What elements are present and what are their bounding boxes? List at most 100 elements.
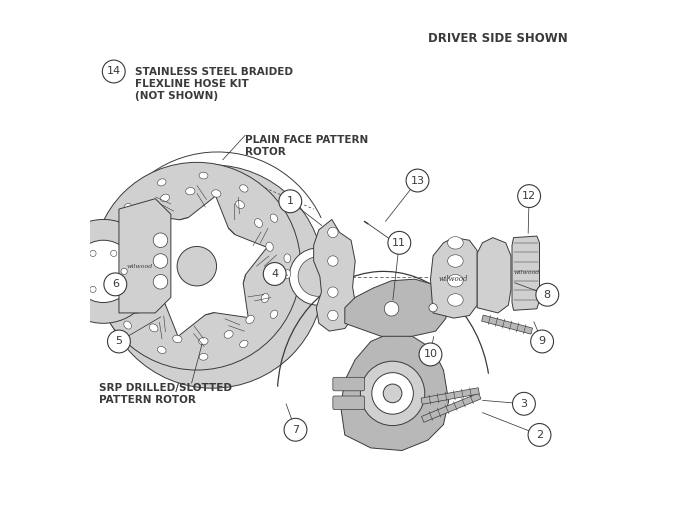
Circle shape bbox=[153, 254, 168, 268]
Text: 14: 14 bbox=[106, 66, 121, 77]
Ellipse shape bbox=[105, 241, 112, 250]
Circle shape bbox=[108, 330, 130, 353]
Text: 3: 3 bbox=[520, 399, 527, 409]
Circle shape bbox=[372, 373, 413, 414]
Circle shape bbox=[384, 302, 399, 316]
Circle shape bbox=[328, 310, 338, 321]
Circle shape bbox=[284, 418, 307, 441]
Ellipse shape bbox=[447, 275, 463, 287]
Polygon shape bbox=[119, 199, 171, 313]
Circle shape bbox=[111, 250, 117, 256]
Circle shape bbox=[90, 286, 96, 292]
Circle shape bbox=[101, 165, 324, 388]
Text: 6: 6 bbox=[112, 279, 119, 289]
Circle shape bbox=[419, 343, 442, 366]
Ellipse shape bbox=[447, 236, 463, 249]
Ellipse shape bbox=[447, 255, 463, 267]
Circle shape bbox=[279, 190, 302, 212]
Ellipse shape bbox=[266, 242, 273, 251]
Text: 2: 2 bbox=[536, 430, 543, 440]
Text: 1: 1 bbox=[287, 196, 294, 206]
Ellipse shape bbox=[224, 330, 233, 338]
Ellipse shape bbox=[158, 347, 166, 353]
Polygon shape bbox=[482, 315, 533, 334]
FancyBboxPatch shape bbox=[333, 396, 365, 409]
Ellipse shape bbox=[120, 281, 128, 290]
Ellipse shape bbox=[139, 209, 148, 217]
Polygon shape bbox=[430, 238, 477, 318]
Circle shape bbox=[528, 423, 551, 446]
Ellipse shape bbox=[160, 194, 169, 202]
Text: wilwood: wilwood bbox=[439, 275, 468, 283]
Text: SRP DRILLED/SLOTTED
PATTERN ROTOR: SRP DRILLED/SLOTTED PATTERN ROTOR bbox=[99, 383, 232, 405]
Ellipse shape bbox=[270, 310, 278, 318]
Circle shape bbox=[104, 273, 127, 296]
Ellipse shape bbox=[118, 255, 125, 264]
Text: 13: 13 bbox=[410, 175, 424, 185]
Text: 9: 9 bbox=[538, 337, 546, 347]
Ellipse shape bbox=[149, 324, 158, 332]
Text: DRIVER SIDE SHOWN: DRIVER SIDE SHOWN bbox=[428, 31, 568, 44]
Ellipse shape bbox=[255, 219, 262, 228]
Ellipse shape bbox=[211, 190, 221, 197]
Polygon shape bbox=[345, 279, 446, 336]
Circle shape bbox=[406, 169, 429, 192]
Circle shape bbox=[153, 275, 168, 289]
Text: STAINLESS STEEL BRAIDED
FLEXLINE HOSE KIT
(NOT SHOWN): STAINLESS STEEL BRAIDED FLEXLINE HOSE KI… bbox=[134, 67, 293, 101]
Circle shape bbox=[102, 60, 125, 83]
Polygon shape bbox=[421, 388, 480, 404]
Ellipse shape bbox=[239, 340, 248, 348]
Ellipse shape bbox=[131, 305, 139, 314]
Ellipse shape bbox=[124, 321, 132, 329]
Polygon shape bbox=[477, 238, 511, 313]
Circle shape bbox=[80, 268, 85, 275]
Ellipse shape bbox=[447, 294, 463, 306]
Polygon shape bbox=[341, 334, 449, 450]
Circle shape bbox=[72, 240, 134, 303]
Circle shape bbox=[383, 384, 402, 403]
Circle shape bbox=[360, 361, 425, 425]
Ellipse shape bbox=[261, 293, 269, 303]
Ellipse shape bbox=[199, 172, 208, 179]
Text: wilwood: wilwood bbox=[513, 270, 540, 275]
Circle shape bbox=[328, 256, 338, 266]
Circle shape bbox=[93, 162, 301, 370]
Text: 8: 8 bbox=[544, 290, 551, 300]
Circle shape bbox=[289, 248, 346, 305]
Ellipse shape bbox=[270, 214, 278, 222]
Circle shape bbox=[148, 217, 246, 315]
Circle shape bbox=[298, 257, 337, 296]
Polygon shape bbox=[512, 236, 540, 310]
Polygon shape bbox=[314, 219, 355, 331]
Text: 10: 10 bbox=[424, 349, 438, 360]
Circle shape bbox=[90, 250, 96, 256]
Ellipse shape bbox=[268, 268, 276, 277]
Text: 7: 7 bbox=[292, 425, 299, 435]
Ellipse shape bbox=[246, 315, 254, 324]
FancyBboxPatch shape bbox=[333, 377, 365, 391]
Text: PLAIN FACE PATTERN
ROTOR: PLAIN FACE PATTERN ROTOR bbox=[245, 135, 368, 157]
Circle shape bbox=[512, 393, 536, 415]
Ellipse shape bbox=[186, 187, 195, 195]
Polygon shape bbox=[127, 196, 267, 336]
Ellipse shape bbox=[236, 200, 244, 208]
Ellipse shape bbox=[105, 283, 112, 292]
Ellipse shape bbox=[158, 179, 166, 186]
Ellipse shape bbox=[124, 203, 132, 211]
Circle shape bbox=[518, 185, 540, 208]
Ellipse shape bbox=[199, 353, 208, 360]
Circle shape bbox=[111, 286, 117, 292]
Circle shape bbox=[121, 268, 127, 275]
Text: wilwood: wilwood bbox=[127, 264, 153, 269]
Ellipse shape bbox=[239, 185, 248, 192]
Ellipse shape bbox=[173, 335, 182, 342]
Text: 4: 4 bbox=[271, 269, 279, 279]
Circle shape bbox=[531, 330, 554, 353]
Circle shape bbox=[177, 246, 216, 286]
Text: 12: 12 bbox=[522, 191, 536, 201]
Ellipse shape bbox=[284, 270, 290, 279]
Circle shape bbox=[429, 304, 438, 312]
Circle shape bbox=[328, 287, 338, 298]
Circle shape bbox=[536, 283, 559, 306]
Ellipse shape bbox=[199, 338, 208, 345]
